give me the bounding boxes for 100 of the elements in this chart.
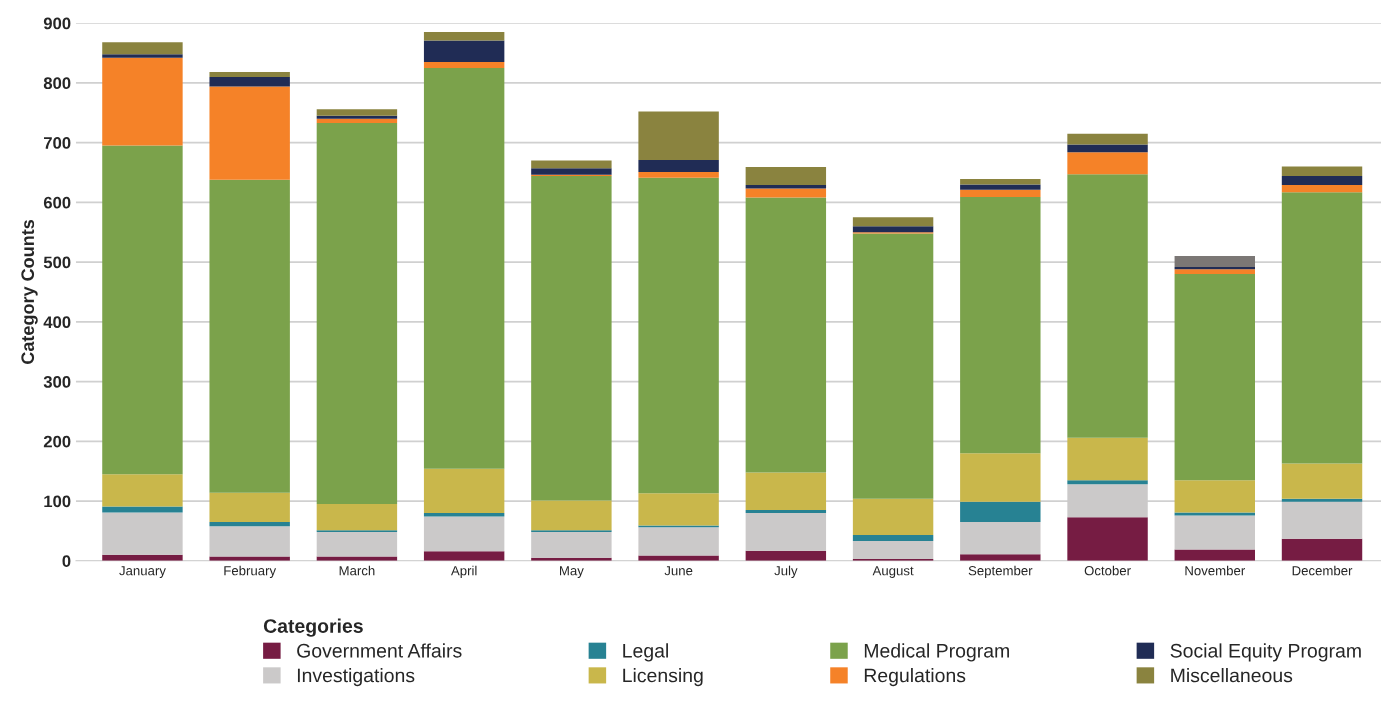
bar (209, 526, 290, 557)
bar (1281, 176, 1363, 186)
bar (209, 179, 290, 493)
bar (1281, 463, 1363, 499)
y-tick-label: 100 (44, 495, 71, 508)
bar (209, 72, 290, 77)
bar (1174, 269, 1255, 275)
bar (531, 168, 612, 175)
bar (960, 179, 1041, 185)
bar (638, 159, 719, 172)
bar (1174, 274, 1255, 481)
x-tick-label: November (1185, 565, 1245, 576)
x-tick-label: December (1292, 565, 1353, 576)
bar (531, 532, 612, 558)
x-tick-label: April (450, 565, 477, 578)
bar (1067, 517, 1148, 561)
bar (852, 498, 934, 536)
bar (1281, 538, 1363, 561)
bar (745, 472, 827, 511)
legend-label: Regulations (864, 668, 966, 687)
legend-label: Investigations (297, 668, 415, 687)
bar (1281, 166, 1363, 177)
bar (1281, 498, 1363, 502)
y-tick-label: 600 (43, 196, 71, 209)
bar (1174, 515, 1255, 550)
bar (423, 513, 505, 517)
x-tick-label: September (968, 565, 1033, 578)
legend-title: Categories (263, 618, 363, 637)
bar (209, 492, 290, 522)
y-tick-label: 0 (62, 555, 71, 567)
y-tick-label: 300 (43, 375, 71, 388)
bar (1067, 480, 1148, 485)
bar (1067, 152, 1148, 175)
bar (852, 233, 934, 499)
bar (1067, 437, 1148, 481)
bar (960, 453, 1041, 502)
bar (638, 555, 719, 561)
bar (316, 118, 398, 123)
bar (1067, 144, 1148, 153)
bar (423, 551, 505, 561)
bar (423, 61, 505, 68)
bar (960, 184, 1041, 190)
legend-label: Medical Program (864, 643, 1009, 662)
bar (745, 167, 827, 186)
bar (423, 516, 505, 552)
bar (852, 535, 934, 542)
y-tick-label: 900 (43, 17, 71, 30)
x-tick-label: July (774, 565, 798, 578)
bar (209, 521, 290, 527)
bar (1174, 512, 1255, 516)
y-tick-label: 500 (43, 256, 71, 269)
bar (316, 532, 398, 557)
legend-label: Legal (623, 643, 668, 662)
bar (423, 468, 505, 514)
bar (102, 512, 183, 555)
y-tick-label: 700 (44, 137, 71, 149)
bar (316, 504, 398, 531)
y-axis-title: Category Counts (21, 219, 38, 364)
bar (209, 86, 290, 180)
bar (1174, 549, 1255, 561)
bar (960, 196, 1041, 454)
bar (960, 521, 1041, 555)
bar (1067, 133, 1148, 145)
bar (316, 122, 398, 505)
bar (745, 188, 827, 198)
x-tick-label: May (560, 566, 584, 578)
bar (638, 177, 719, 494)
bar (102, 506, 183, 513)
x-tick-label: January (119, 566, 166, 578)
bar (638, 493, 719, 526)
bar (745, 510, 827, 514)
bar (745, 513, 827, 551)
y-tick-label: 200 (43, 435, 71, 448)
bar (423, 40, 505, 62)
bar (1281, 192, 1363, 464)
bar (638, 171, 719, 178)
bar (102, 54, 183, 58)
bar (531, 176, 612, 501)
legend-label: Government Affairs (297, 643, 462, 658)
bar (852, 226, 934, 233)
legend-label: Social Equity Program (1170, 643, 1361, 662)
bar (1281, 501, 1363, 539)
bar (960, 501, 1041, 522)
bar (1067, 174, 1148, 438)
bar (316, 109, 398, 116)
bar (960, 554, 1041, 561)
bar (745, 185, 827, 189)
bar (531, 160, 612, 169)
bar (316, 115, 398, 119)
bar (638, 111, 719, 160)
bar (102, 145, 183, 475)
bar (102, 57, 183, 146)
bar (423, 67, 505, 469)
bar (423, 32, 505, 41)
bar (852, 541, 934, 560)
bar (745, 197, 827, 473)
bar (638, 527, 719, 556)
legend-label: Licensing (623, 668, 703, 687)
bar (852, 217, 934, 227)
bar (209, 76, 290, 87)
